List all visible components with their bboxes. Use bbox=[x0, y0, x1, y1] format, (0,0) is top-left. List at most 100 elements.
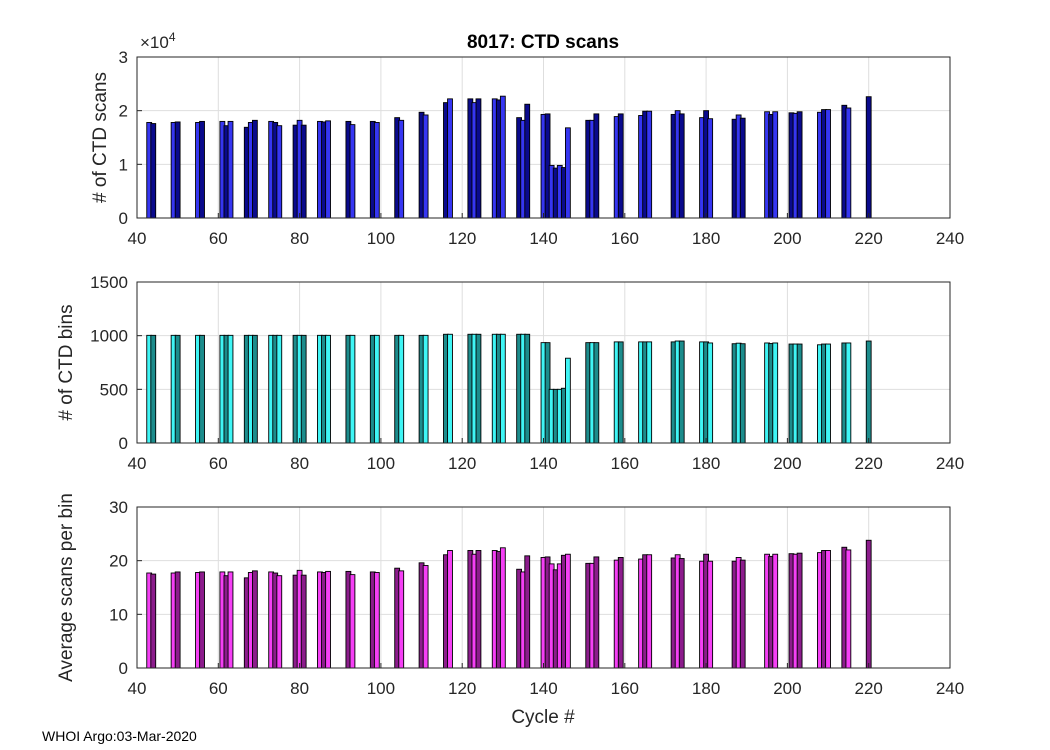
chart-panel-3: 40 60 80 100 120 140 160 180 200 220 240 0 10 20 30 Ave… bbox=[56, 493, 964, 698]
bar-cycle-69 bbox=[251, 570, 258, 669]
bar-cycle-220 bbox=[865, 539, 872, 669]
bar-cycle-181 bbox=[707, 118, 714, 219]
bar-cycle-111 bbox=[422, 334, 429, 444]
bar-cycle-75 bbox=[276, 334, 283, 444]
x-axis-label: Cycle # bbox=[511, 707, 575, 728]
x-tick-label: 160 bbox=[611, 229, 639, 248]
x-tick-label: 40 bbox=[128, 454, 147, 473]
bar-cycle-130 bbox=[499, 547, 506, 669]
bar-cycle-215 bbox=[845, 107, 852, 219]
bar-cycle-136 bbox=[524, 555, 531, 669]
bar-cycle-210 bbox=[825, 550, 831, 669]
bar-cycle-69 bbox=[251, 334, 258, 444]
bar-cycle-130 bbox=[499, 333, 506, 444]
bar-cycle-203 bbox=[796, 552, 803, 669]
bar-cycle-189 bbox=[739, 559, 746, 669]
bar-cycle-56 bbox=[199, 334, 205, 444]
bar-cycle-174 bbox=[678, 340, 685, 444]
chart-panel-2: 40 60 80 100 120 140 160 180 200 220 240 0 500 1000 15… bbox=[56, 273, 964, 473]
bar-cycle-146 bbox=[565, 357, 571, 444]
bar-cycle-153 bbox=[593, 113, 600, 219]
bar-cycle-63 bbox=[227, 334, 234, 444]
x-tick-label: 120 bbox=[448, 679, 476, 698]
chart-panel-1: 40 60 80 100 120 140 160 180 200 220 240 0 1 2 3 # of C… bbox=[90, 48, 964, 248]
bar-cycle-153 bbox=[593, 556, 600, 669]
bar-cycle-44 bbox=[150, 123, 157, 219]
bar-cycle-105 bbox=[398, 570, 405, 669]
y-tick-label: 2 bbox=[119, 102, 128, 121]
bar-cycle-81 bbox=[300, 334, 307, 444]
x-tick-label: 200 bbox=[773, 679, 801, 698]
bar-cycle-111 bbox=[422, 114, 429, 219]
y-tick-label: 0 bbox=[119, 434, 128, 453]
x-tick-label: 180 bbox=[692, 679, 720, 698]
x-tick-label: 200 bbox=[773, 454, 801, 473]
y-tick-label: 10 bbox=[109, 605, 128, 624]
bar-cycle-189 bbox=[739, 117, 746, 219]
x-tick-label: 160 bbox=[611, 454, 639, 473]
bar-cycle-56 bbox=[199, 120, 205, 219]
bar-cycle-159 bbox=[617, 113, 624, 219]
x-tick-label: 160 bbox=[611, 679, 639, 698]
x-tick-label: 240 bbox=[936, 229, 964, 248]
bar-cycle-50 bbox=[174, 571, 181, 669]
bar-cycle-197 bbox=[772, 342, 779, 444]
x-tick-label: 140 bbox=[529, 229, 557, 248]
bar-cycle-181 bbox=[707, 560, 714, 669]
bar-cycle-136 bbox=[524, 103, 531, 219]
bar-cycle-81 bbox=[300, 574, 307, 669]
y-tick-label: 1000 bbox=[90, 327, 128, 346]
bar-cycle-220 bbox=[865, 340, 872, 444]
bar-cycle-174 bbox=[678, 558, 685, 669]
bar-cycle-166 bbox=[646, 341, 653, 444]
bar-cycle-117 bbox=[447, 98, 453, 219]
bar-cycle-124 bbox=[475, 550, 482, 669]
x-tick-label: 60 bbox=[209, 454, 228, 473]
x-tick-label: 40 bbox=[128, 679, 147, 698]
bar-cycle-63 bbox=[227, 571, 234, 669]
bar-cycle-189 bbox=[739, 343, 746, 444]
x-tick-label: 120 bbox=[448, 229, 476, 248]
y-tick-label: 1 bbox=[119, 155, 128, 174]
bar-cycle-75 bbox=[276, 575, 283, 669]
x-tick-label: 40 bbox=[128, 229, 147, 248]
bar-cycle-75 bbox=[276, 125, 283, 219]
y-tick-label: 0 bbox=[119, 659, 128, 678]
bar-cycle-50 bbox=[174, 121, 181, 219]
x-tick-label: 80 bbox=[290, 454, 309, 473]
bar-cycle-130 bbox=[499, 95, 506, 219]
footer-stamp: WHOI Argo:03-Mar-2020 bbox=[42, 728, 197, 744]
x-tick-label: 100 bbox=[367, 679, 395, 698]
x-tick-label: 220 bbox=[855, 454, 883, 473]
bar-cycle-87 bbox=[325, 120, 331, 219]
bar-cycle-93 bbox=[349, 574, 356, 669]
bar-cycle-117 bbox=[447, 333, 453, 444]
y-axis-label: Average scans per bin bbox=[56, 493, 77, 682]
bar-cycle-215 bbox=[845, 342, 852, 444]
bar-cycle-159 bbox=[617, 557, 624, 669]
bar-cycle-210 bbox=[825, 109, 831, 219]
bar-cycle-181 bbox=[707, 342, 714, 444]
scale-factor-exponent: 4 bbox=[169, 30, 176, 44]
bar-cycle-63 bbox=[227, 120, 234, 219]
bar-cycle-99 bbox=[373, 122, 380, 219]
bar-cycle-166 bbox=[646, 110, 653, 219]
x-tick-label: 240 bbox=[936, 679, 964, 698]
bar-cycle-136 bbox=[524, 333, 531, 444]
x-tick-label: 200 bbox=[773, 229, 801, 248]
bar-cycle-44 bbox=[150, 573, 157, 669]
bar-cycle-105 bbox=[398, 334, 405, 444]
scale-factor-label: ×104 bbox=[140, 30, 176, 52]
y-tick-label: 30 bbox=[109, 498, 128, 517]
y-axis-label: # of CTD bins bbox=[56, 304, 77, 420]
bar-cycle-99 bbox=[373, 334, 380, 444]
bar-cycle-203 bbox=[796, 111, 803, 219]
bar-cycle-210 bbox=[825, 343, 831, 444]
bar-cycle-81 bbox=[300, 124, 307, 219]
scale-factor-base: ×10 bbox=[140, 33, 169, 52]
y-tick-label: 500 bbox=[100, 380, 128, 399]
bar-cycle-56 bbox=[199, 571, 205, 669]
y-axis-label: # of CTD scans bbox=[90, 72, 111, 203]
bar-cycle-50 bbox=[174, 334, 181, 444]
